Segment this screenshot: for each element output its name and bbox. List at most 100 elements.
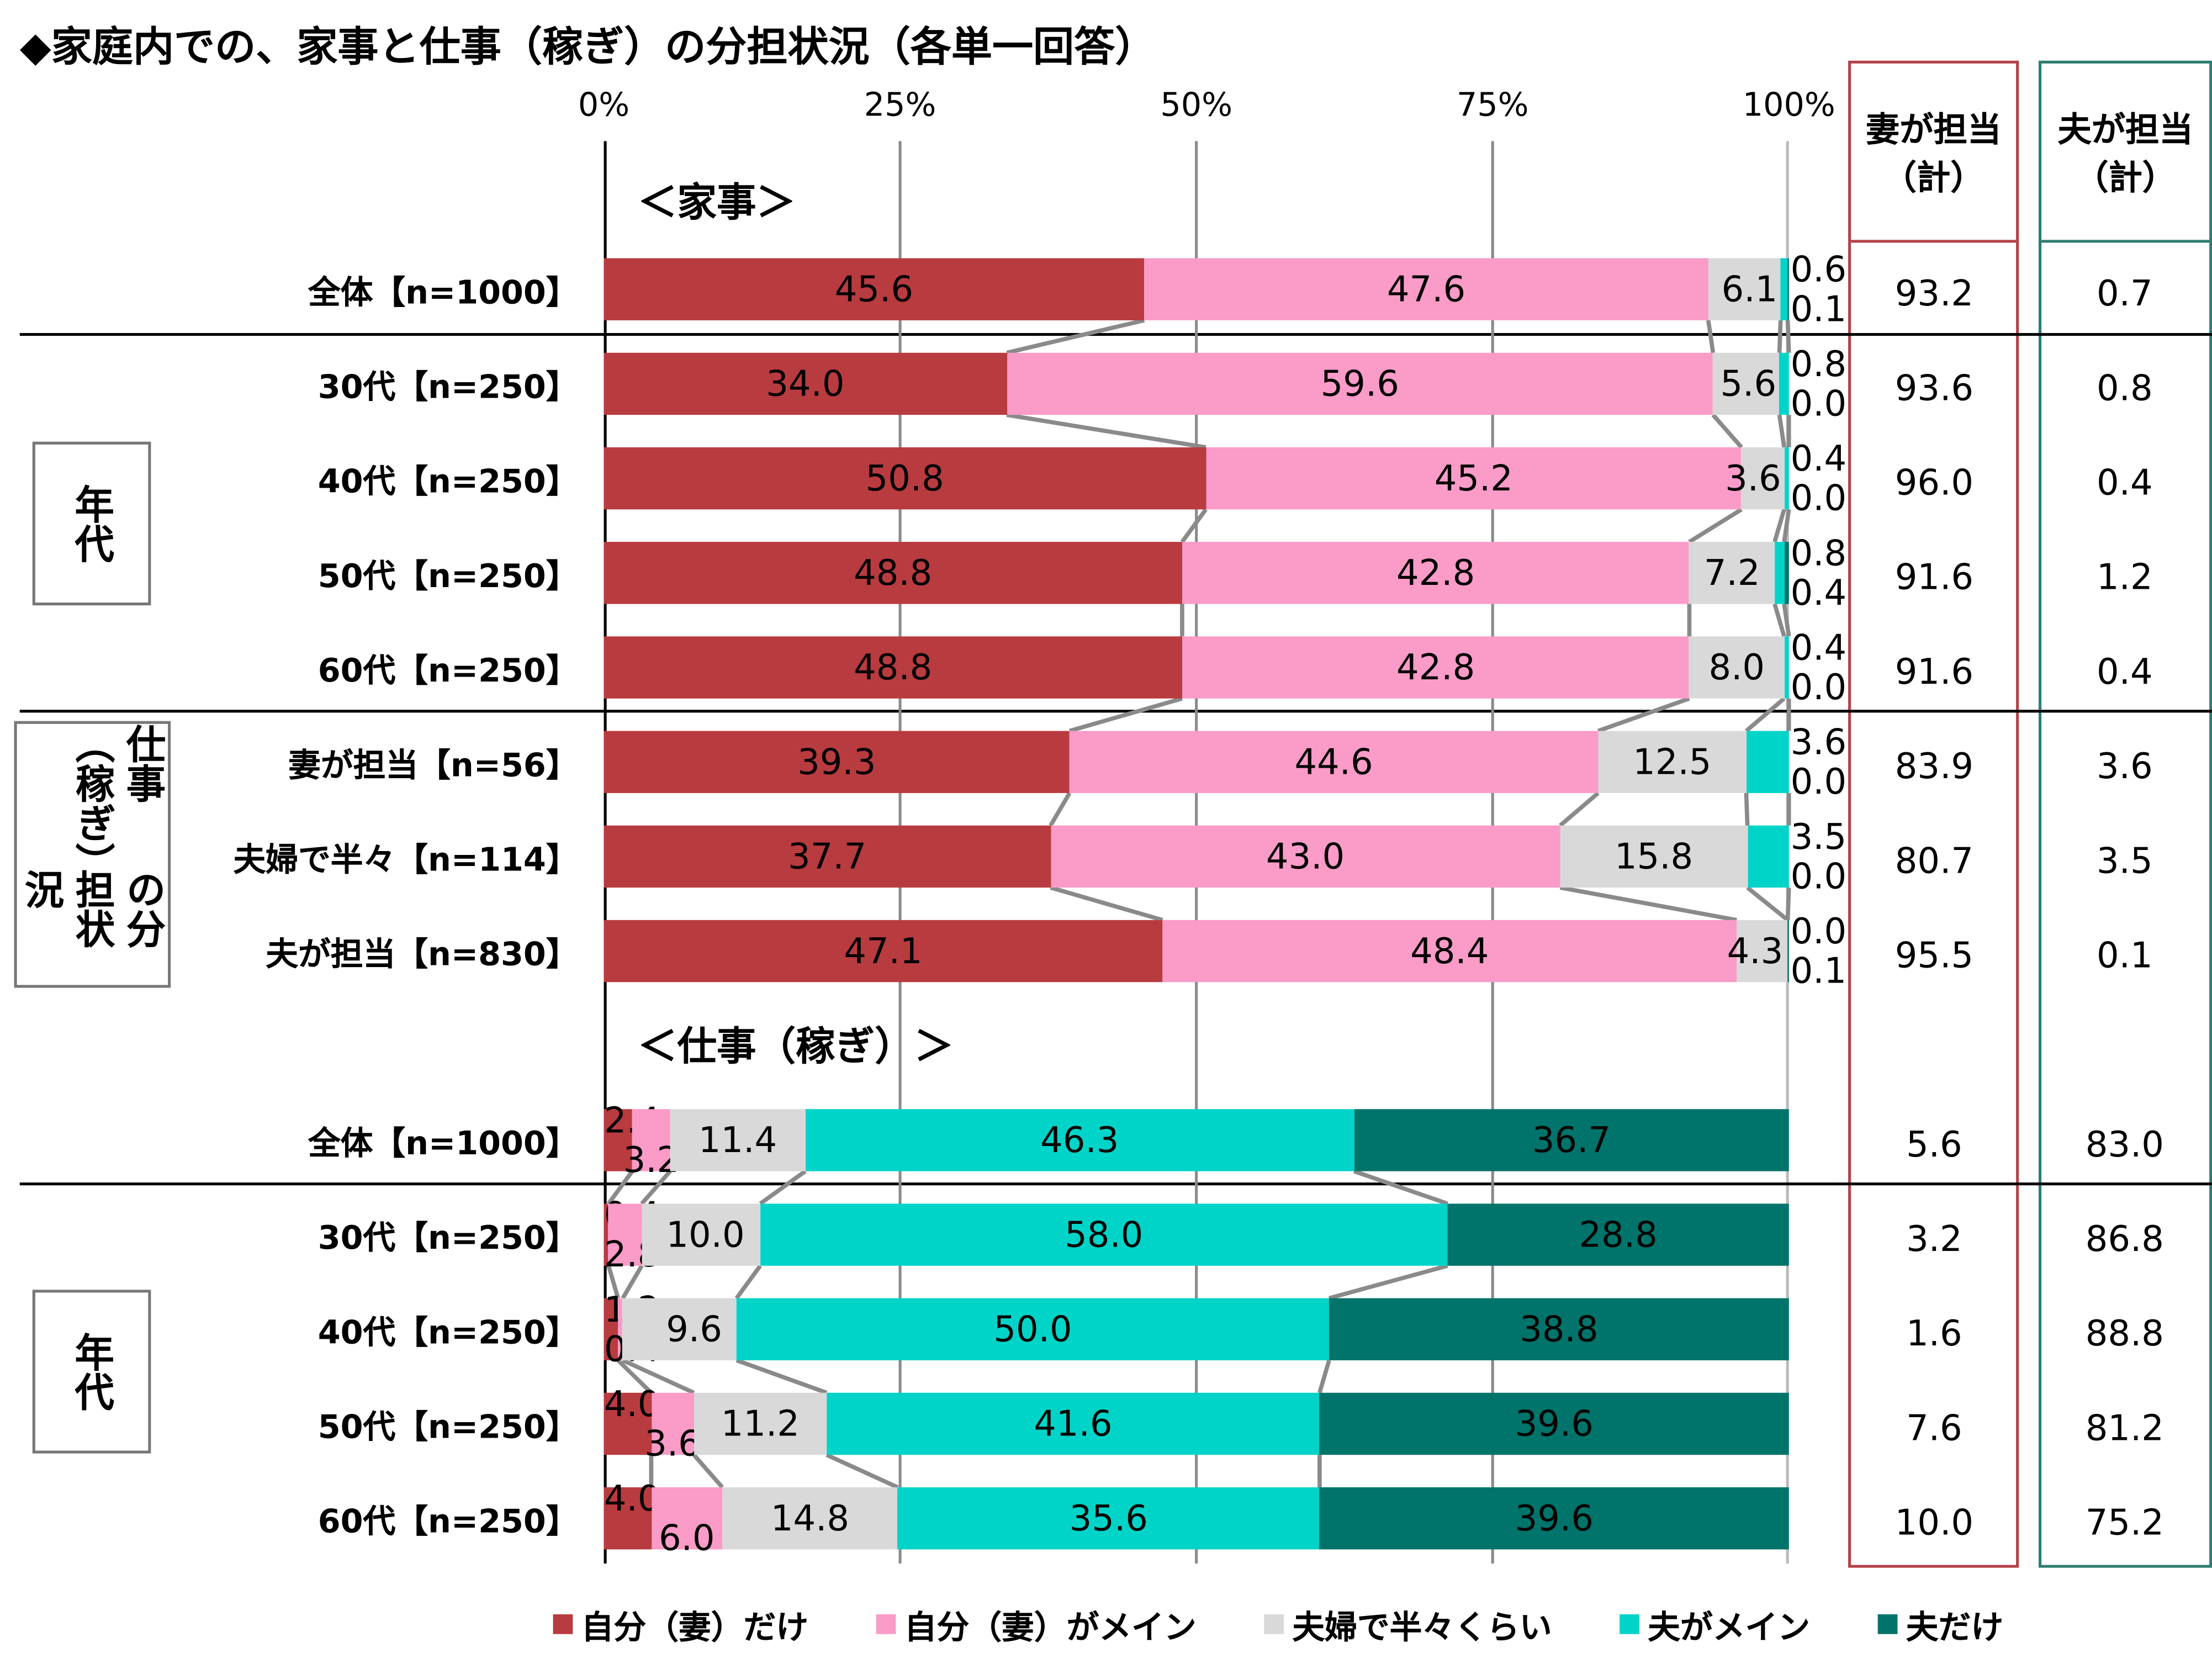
wife-total-value: 3.2 bbox=[1906, 1218, 1962, 1260]
connector-line bbox=[1744, 793, 1750, 826]
bar-segment bbox=[1780, 258, 1788, 320]
bar-segment bbox=[604, 731, 1070, 793]
data-label: 3.6 bbox=[1725, 458, 1781, 499]
data-label: 11.2 bbox=[721, 1403, 800, 1445]
x-tick-label: 75% bbox=[1456, 87, 1529, 124]
wife-total-value: 1.6 bbox=[1906, 1313, 1962, 1354]
connector-line bbox=[1706, 320, 1716, 353]
bar-segment bbox=[604, 258, 1145, 320]
section-title: ＜家事＞ bbox=[637, 179, 796, 226]
connector-line bbox=[607, 1170, 634, 1205]
connector-line bbox=[759, 1169, 807, 1206]
data-label: 45.6 bbox=[834, 268, 913, 310]
legend-swatch bbox=[1264, 1614, 1284, 1634]
husband-total-value: 0.7 bbox=[2097, 273, 2153, 314]
bar-segment bbox=[805, 1109, 1354, 1171]
group-label: 年代 bbox=[69, 484, 116, 563]
legend-item: 夫がメイン bbox=[1620, 1600, 1810, 1648]
data-label: 3.5 bbox=[1790, 816, 1847, 858]
legend-label: 夫がメイン bbox=[1648, 1610, 1811, 1647]
group-label: 年代 bbox=[69, 1332, 116, 1411]
bar-segment bbox=[1007, 352, 1713, 415]
data-label: 45.2 bbox=[1434, 458, 1513, 499]
connector-line bbox=[1006, 413, 1206, 450]
bar-segment bbox=[1774, 542, 1785, 604]
data-label: 8.0 bbox=[1708, 647, 1765, 688]
row-label: 30代【n=250】 bbox=[317, 369, 579, 406]
bar-segment bbox=[1737, 920, 1788, 983]
bar-segment bbox=[642, 1203, 760, 1266]
husband-total-value: 3.6 bbox=[2097, 746, 2153, 787]
husband-total-value: 0.1 bbox=[2097, 934, 2153, 976]
husband-total-value: 3.5 bbox=[2097, 840, 2153, 881]
legend-item: 夫婦で半々くらい bbox=[1264, 1600, 1552, 1648]
legend-swatch bbox=[1620, 1614, 1639, 1634]
wife-total-value: 5.6 bbox=[1906, 1124, 1962, 1165]
legend-label: 自分（妻）がメイン bbox=[904, 1610, 1197, 1647]
data-label: 7.2 bbox=[1703, 552, 1760, 594]
data-label: 0.0 bbox=[1790, 761, 1847, 802]
data-label: 0.8 bbox=[1790, 532, 1847, 574]
legend-label: 夫婦で半々くらい bbox=[1292, 1610, 1552, 1647]
bar-segment bbox=[651, 1392, 694, 1455]
data-label: 39.3 bbox=[797, 741, 876, 783]
legend: 自分（妻）だけ 自分（妻）がメイン 夫婦で半々くらい 夫がメイン 夫だけ bbox=[553, 1600, 2071, 1648]
data-label: 39.6 bbox=[1515, 1403, 1594, 1445]
bar-segment bbox=[604, 1487, 652, 1550]
section-title: ＜仕事（稼ぎ）＞ bbox=[637, 1023, 954, 1070]
wife-column-title: 妻が担当 bbox=[1865, 110, 2002, 150]
connector-line bbox=[692, 1453, 724, 1489]
bar-segment bbox=[604, 1392, 652, 1455]
connector-line bbox=[1772, 509, 1786, 543]
bar-segment bbox=[604, 825, 1051, 888]
bar-segment bbox=[1354, 1109, 1789, 1171]
legend-label: 夫だけ bbox=[1906, 1610, 2004, 1647]
bar-segment bbox=[1329, 1298, 1789, 1361]
data-label: 36.7 bbox=[1532, 1119, 1611, 1161]
connector-line bbox=[1180, 508, 1208, 543]
bar-segment bbox=[604, 1298, 618, 1361]
bar-segment bbox=[1050, 825, 1560, 888]
husband-total-value: 81.2 bbox=[2085, 1407, 2164, 1449]
bar-segment bbox=[1784, 447, 1789, 510]
separator-line bbox=[19, 710, 2212, 713]
row-label: 40代【n=250】 bbox=[317, 464, 579, 501]
bar-segment bbox=[604, 1109, 633, 1171]
bar-segment bbox=[1182, 542, 1690, 604]
bar-segment bbox=[1746, 731, 1789, 793]
husband-total-value: 75.2 bbox=[2085, 1502, 2164, 1543]
row-label: 妻が担当【n=56】 bbox=[288, 748, 579, 785]
bar-segment bbox=[1689, 542, 1775, 604]
connector-line bbox=[1329, 1264, 1448, 1301]
husband-total-value: 86.8 bbox=[2085, 1218, 2164, 1260]
row-label: 全体【n=1000】 bbox=[308, 275, 579, 312]
data-label: 44.6 bbox=[1294, 741, 1373, 783]
husband-total-value: 1.2 bbox=[2097, 556, 2153, 598]
legend-swatch bbox=[1877, 1614, 1898, 1634]
data-label: 43.0 bbox=[1266, 836, 1345, 877]
bar-segment bbox=[604, 920, 1163, 983]
data-label: 14.8 bbox=[770, 1498, 850, 1539]
connector-line bbox=[1746, 886, 1789, 922]
data-label: 39.6 bbox=[1515, 1498, 1594, 1539]
connector-line bbox=[1777, 320, 1783, 353]
wife-total-value: 80.7 bbox=[1895, 840, 1974, 881]
wife-column-sub: （計） bbox=[1882, 158, 1985, 198]
bar-segment bbox=[604, 447, 1206, 510]
x-tick-label: 100% bbox=[1742, 87, 1835, 124]
data-label: 15.8 bbox=[1614, 836, 1694, 877]
bar-segment bbox=[1447, 1203, 1789, 1266]
data-label: 47.6 bbox=[1387, 268, 1466, 310]
wife-column-divider bbox=[1851, 240, 2017, 243]
bar-segment bbox=[1784, 636, 1789, 699]
row-label: 夫婦で半々【n=114】 bbox=[233, 842, 579, 879]
connector-line bbox=[1317, 1359, 1331, 1393]
bar-segment bbox=[632, 1109, 670, 1171]
data-label: 3.2 bbox=[623, 1139, 680, 1181]
data-label: 6.0 bbox=[658, 1517, 715, 1559]
x-tick-label: 50% bbox=[1160, 87, 1232, 124]
bar-segment bbox=[1182, 636, 1690, 699]
bar-segment bbox=[1162, 920, 1737, 983]
